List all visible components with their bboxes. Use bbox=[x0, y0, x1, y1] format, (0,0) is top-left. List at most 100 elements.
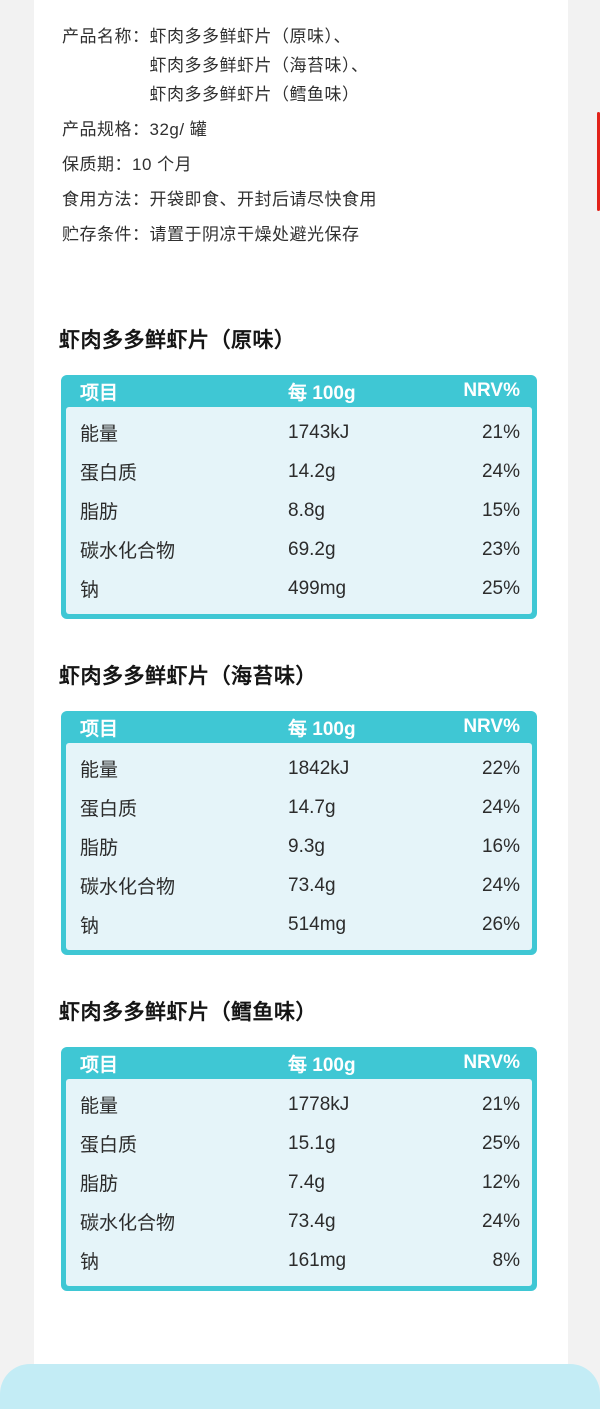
nutrition-section-cod: 虾肉多多鲜虾片（鳕鱼味） 项目 每 100g NRV% 能量 1778kJ 21… bbox=[34, 999, 568, 1291]
nutrient-amount: 14.2g bbox=[288, 460, 336, 482]
nutrient-amount: 14.7g bbox=[288, 796, 336, 818]
info-label-product-name: 产品名称： bbox=[62, 27, 150, 46]
nutrient-nrv: 23% bbox=[481, 538, 520, 560]
nutrient-nrv: 21% bbox=[481, 1093, 520, 1115]
nutrient-nrv: 24% bbox=[481, 1210, 520, 1232]
nutrient-name: 蛋白质 bbox=[80, 1135, 138, 1156]
table-row-protein: 蛋白质 14.7g 24% bbox=[66, 788, 532, 827]
info-value-spec: 32g/ 罐 bbox=[149, 120, 208, 139]
table-row-protein: 蛋白质 14.2g 24% bbox=[66, 452, 532, 491]
nutrient-name: 钠 bbox=[80, 1252, 100, 1273]
nutrition-table-seaweed: 项目 每 100g NRV% 能量 1842kJ 22% 蛋白质 14.7g 2… bbox=[61, 711, 537, 955]
nutrient-amount: 161mg bbox=[288, 1249, 347, 1271]
header-per-100g: 每 100g bbox=[288, 382, 356, 404]
table-header-row: 项目 每 100g NRV% bbox=[66, 711, 532, 743]
nutrient-name: 钠 bbox=[80, 916, 100, 937]
nutrient-amount: 7.4g bbox=[288, 1171, 325, 1193]
nutrient-nrv: 8% bbox=[492, 1249, 520, 1271]
nutrition-table-original: 项目 每 100g NRV% 能量 1743kJ 21% 蛋白质 14.2g 2… bbox=[61, 375, 537, 619]
nutrient-name: 能量 bbox=[80, 1096, 119, 1117]
nutrient-name: 碳水化合物 bbox=[80, 877, 176, 898]
nutrient-amount: 1743kJ bbox=[288, 421, 350, 443]
header-nrv: NRV% bbox=[463, 380, 520, 401]
info-row-usage: 食用方法： 开袋即食、开封后请尽快食用 bbox=[62, 185, 542, 214]
table-body: 能量 1842kJ 22% 蛋白质 14.7g 24% 脂肪 9.3g 16% bbox=[66, 743, 532, 950]
info-label-spec: 产品规格： bbox=[62, 120, 150, 139]
header-item: 项目 bbox=[80, 718, 119, 740]
nutrient-amount: 1778kJ bbox=[288, 1093, 350, 1115]
nutrient-name: 蛋白质 bbox=[80, 799, 138, 820]
table-row-energy: 能量 1778kJ 21% bbox=[66, 1085, 532, 1124]
nutrient-nrv: 26% bbox=[481, 913, 520, 935]
nutrient-amount: 1842kJ bbox=[288, 757, 350, 779]
product-name-line: 虾肉多多鲜虾片（原味）、 bbox=[149, 27, 351, 46]
table-row-fat: 脂肪 8.8g 15% bbox=[66, 491, 532, 530]
nutrient-name: 脂肪 bbox=[80, 1174, 119, 1195]
nutrient-name: 脂肪 bbox=[80, 502, 119, 523]
nutrient-nrv: 16% bbox=[481, 835, 520, 857]
info-row-storage: 贮存条件： 请置于阴凉干燥处避光保存 bbox=[62, 220, 542, 249]
nutrient-amount: 69.2g bbox=[288, 538, 336, 560]
content-column: 产品名称： 虾肉多多鲜虾片（原味）、 虾肉多多鲜虾片（海苔味）、 虾肉多多鲜虾片… bbox=[34, 0, 568, 1364]
table-row-carbohydrate: 碳水化合物 69.2g 23% bbox=[66, 530, 532, 569]
table-row-fat: 脂肪 9.3g 16% bbox=[66, 827, 532, 866]
nutrient-amount: 15.1g bbox=[288, 1132, 336, 1154]
nutrient-nrv: 24% bbox=[481, 460, 520, 482]
header-nrv: NRV% bbox=[463, 716, 520, 737]
nutrient-name: 碳水化合物 bbox=[80, 1213, 176, 1234]
table-header-row: 项目 每 100g NRV% bbox=[66, 375, 532, 407]
product-info-section: 产品名称： 虾肉多多鲜虾片（原味）、 虾肉多多鲜虾片（海苔味）、 虾肉多多鲜虾片… bbox=[34, 0, 568, 249]
header-per-100g: 每 100g bbox=[288, 1054, 356, 1076]
info-row-spec: 产品规格： 32g/ 罐 bbox=[62, 115, 542, 144]
nutrient-nrv: 25% bbox=[481, 1132, 520, 1154]
nutrient-amount: 9.3g bbox=[288, 835, 325, 857]
section-title-seaweed: 虾肉多多鲜虾片（海苔味） bbox=[59, 665, 317, 688]
table-body: 能量 1778kJ 21% 蛋白质 15.1g 25% 脂肪 7.4g 12% bbox=[66, 1079, 532, 1286]
info-row-product-name: 产品名称： 虾肉多多鲜虾片（原味）、 虾肉多多鲜虾片（海苔味）、 虾肉多多鲜虾片… bbox=[62, 22, 542, 109]
table-row-energy: 能量 1842kJ 22% bbox=[66, 749, 532, 788]
info-value-storage: 请置于阴凉干燥处避光保存 bbox=[149, 225, 360, 244]
nutrient-nrv: 12% bbox=[481, 1171, 520, 1193]
table-header-row: 项目 每 100g NRV% bbox=[66, 1047, 532, 1079]
nutrient-amount: 499mg bbox=[288, 577, 347, 599]
nutrient-nrv: 15% bbox=[481, 499, 520, 521]
nutrient-name: 能量 bbox=[80, 760, 119, 781]
footer-panel bbox=[0, 1364, 600, 1409]
nutrient-name: 能量 bbox=[80, 424, 119, 445]
nutrient-amount: 8.8g bbox=[288, 499, 325, 521]
nutrition-section-seaweed: 虾肉多多鲜虾片（海苔味） 项目 每 100g NRV% 能量 1842kJ 22… bbox=[34, 663, 568, 955]
table-row-carbohydrate: 碳水化合物 73.4g 24% bbox=[66, 1202, 532, 1241]
nutrient-name: 蛋白质 bbox=[80, 463, 138, 484]
nutrition-table-cod: 项目 每 100g NRV% 能量 1778kJ 21% 蛋白质 15.1g 2… bbox=[61, 1047, 537, 1291]
nutrient-name: 钠 bbox=[80, 580, 100, 601]
info-label-shelf-life: 保质期： bbox=[62, 155, 132, 174]
info-row-shelf-life: 保质期： 10 个月 bbox=[62, 150, 542, 179]
nutrient-name: 脂肪 bbox=[80, 838, 119, 859]
info-value-shelf-life: 10 个月 bbox=[132, 155, 193, 174]
nutrient-nrv: 24% bbox=[481, 874, 520, 896]
table-body: 能量 1743kJ 21% 蛋白质 14.2g 24% 脂肪 8.8g 15% bbox=[66, 407, 532, 614]
header-item: 项目 bbox=[80, 382, 119, 404]
nutrient-amount: 73.4g bbox=[288, 1210, 336, 1232]
header-nrv: NRV% bbox=[463, 1052, 520, 1073]
table-row-carbohydrate: 碳水化合物 73.4g 24% bbox=[66, 866, 532, 905]
nutrient-nrv: 25% bbox=[481, 577, 520, 599]
nutrition-section-original: 虾肉多多鲜虾片（原味） 项目 每 100g NRV% 能量 1743kJ 21%… bbox=[34, 327, 568, 619]
product-name-line: 虾肉多多鲜虾片（海苔味）、 bbox=[149, 56, 369, 75]
scrollbar-indicator[interactable] bbox=[597, 112, 600, 211]
table-row-sodium: 钠 161mg 8% bbox=[66, 1241, 532, 1280]
info-label-usage: 食用方法： bbox=[62, 190, 150, 209]
info-label-storage: 贮存条件： bbox=[62, 225, 150, 244]
table-row-sodium: 钠 499mg 25% bbox=[66, 569, 532, 608]
section-title-original: 虾肉多多鲜虾片（原味） bbox=[59, 329, 296, 352]
product-name-list: 虾肉多多鲜虾片（原味）、 虾肉多多鲜虾片（海苔味）、 虾肉多多鲜虾片（鳕鱼味） bbox=[150, 22, 543, 109]
header-per-100g: 每 100g bbox=[288, 718, 356, 740]
section-title-cod: 虾肉多多鲜虾片（鳕鱼味） bbox=[59, 1001, 317, 1024]
table-row-energy: 能量 1743kJ 21% bbox=[66, 413, 532, 452]
info-value-usage: 开袋即食、开封后请尽快食用 bbox=[149, 190, 377, 209]
header-item: 项目 bbox=[80, 1054, 119, 1076]
product-name-line: 虾肉多多鲜虾片（鳕鱼味） bbox=[149, 85, 360, 104]
nutrient-amount: 514mg bbox=[288, 913, 347, 935]
nutrient-nrv: 21% bbox=[481, 421, 520, 443]
